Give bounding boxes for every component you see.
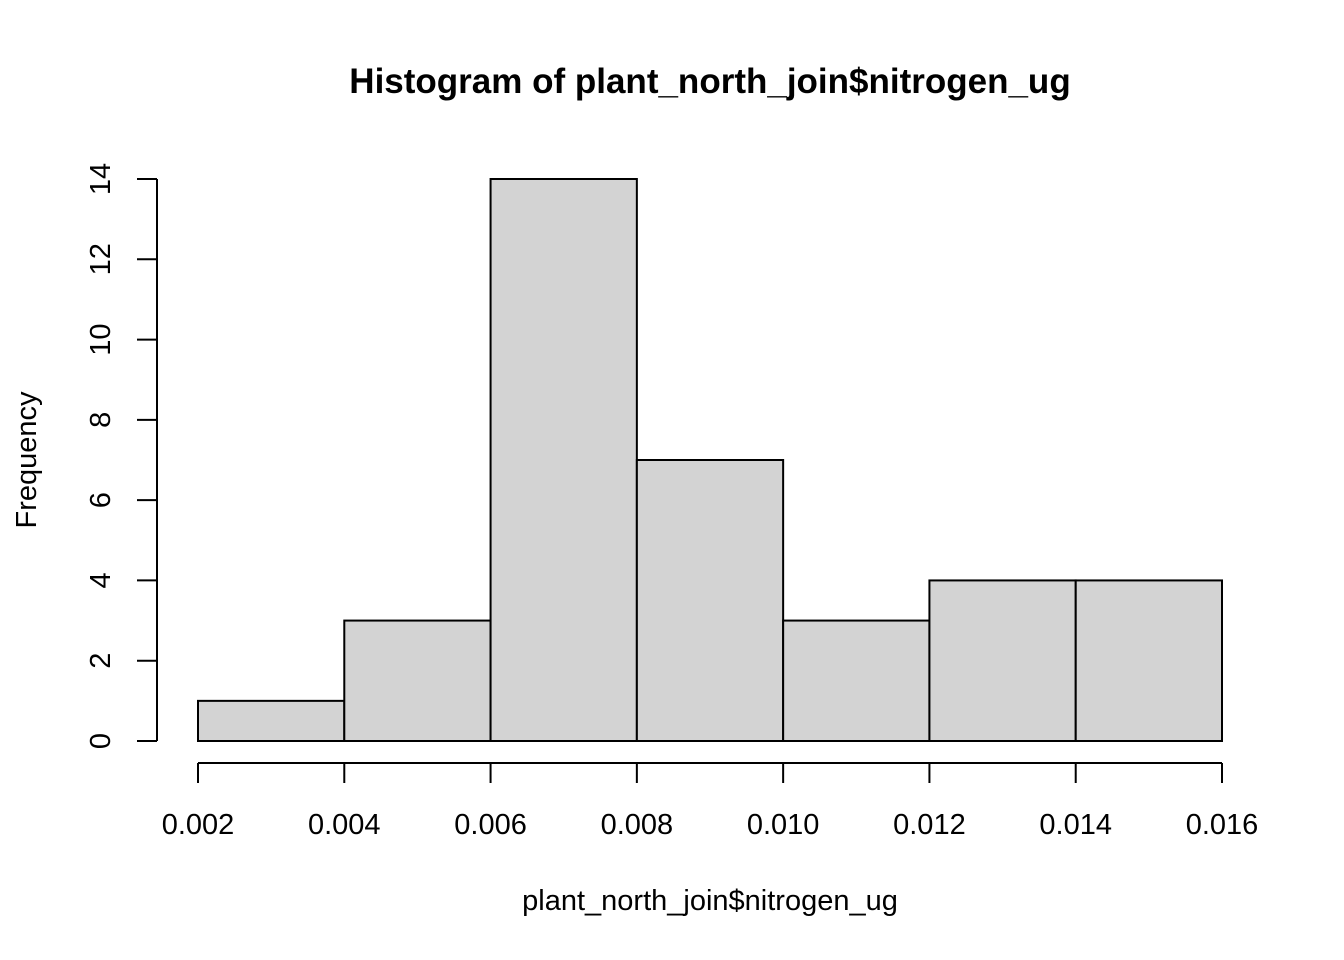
x-tick-label: 0.008: [601, 809, 674, 841]
y-tick-label: 12: [85, 243, 117, 275]
histogram-bar: [635, 459, 785, 742]
x-tick-label: 0.012: [893, 809, 966, 841]
y-tick-label: 6: [85, 492, 117, 508]
x-tick-label: 0.004: [308, 809, 381, 841]
x-tick-label: 0.014: [1039, 809, 1112, 841]
x-tick-label: 0.006: [454, 809, 527, 841]
y-tick-label: 0: [85, 733, 117, 749]
y-tick-label: 8: [85, 412, 117, 428]
histogram-bars: [197, 178, 1223, 743]
chart-title: Histogram of plant_north_join$nitrogen_u…: [349, 62, 1070, 101]
histogram-bar: [782, 619, 931, 742]
x-tick-label: 0.002: [162, 809, 235, 841]
histogram-bar: [343, 619, 492, 742]
histogram-bar: [1074, 579, 1223, 743]
x-tick-label: 0.010: [747, 809, 820, 841]
x-axis-label: plant_north_join$nitrogen_ug: [522, 885, 898, 917]
y-tick-label: 4: [85, 572, 117, 588]
x-axis: 0.002 0.004 0.006 0.008 0.010 0.012 0.014 0.016: [162, 762, 1259, 841]
histogram-bar: [489, 178, 638, 742]
y-tick-label: 2: [85, 653, 117, 669]
histogram-bar: [197, 699, 346, 742]
x-tick-label: 0.016: [1186, 809, 1259, 841]
y-axis: 0 2 4 6 8 10 12 14: [85, 163, 158, 749]
histogram-bar: [928, 579, 1077, 743]
y-tick-label: 14: [85, 163, 117, 195]
y-tick-label: 10: [85, 323, 117, 355]
y-axis-label: Frequency: [11, 391, 43, 529]
